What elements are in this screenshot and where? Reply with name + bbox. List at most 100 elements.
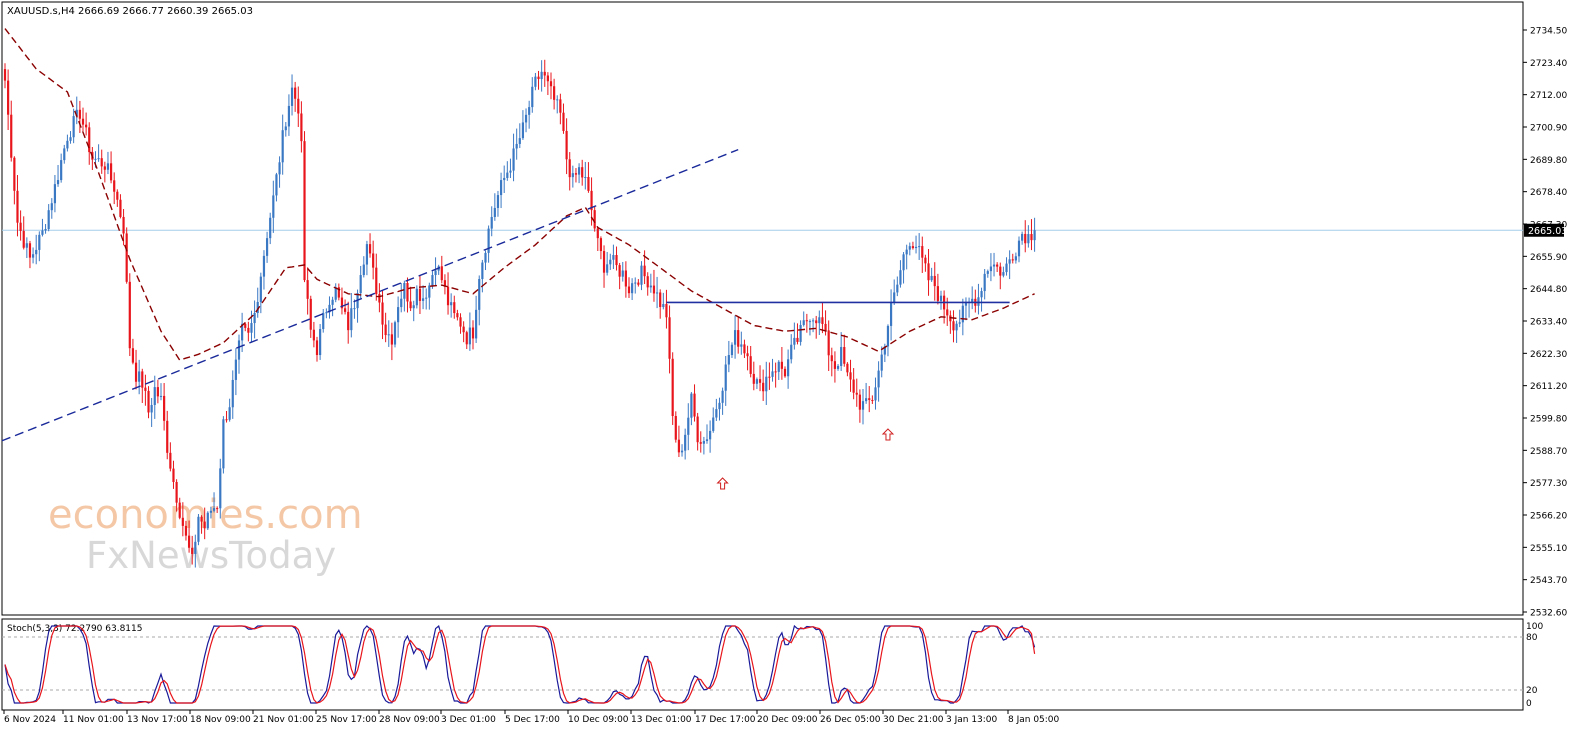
candle-body bbox=[1027, 234, 1030, 244]
candle-body bbox=[234, 359, 237, 380]
candle-body bbox=[924, 257, 927, 264]
candle-body bbox=[41, 230, 44, 235]
candle-body bbox=[465, 332, 468, 345]
time-tick-label: 20 Dec 09:00 bbox=[757, 715, 818, 725]
candle-body bbox=[428, 285, 431, 298]
candle-body bbox=[60, 160, 63, 181]
candle-body bbox=[914, 246, 918, 249]
candle-body bbox=[783, 368, 787, 377]
price-tick-label: 2577.30 bbox=[1530, 479, 1567, 489]
candle-body bbox=[212, 508, 216, 511]
candle-body bbox=[581, 167, 584, 178]
candle-body bbox=[989, 266, 993, 272]
candle-body bbox=[662, 304, 665, 308]
candle-body bbox=[66, 140, 69, 149]
up-arrow-icon bbox=[881, 428, 895, 441]
candle-body bbox=[269, 217, 272, 239]
time-tick-label: 30 Dec 21:00 bbox=[883, 715, 944, 725]
candle-body bbox=[808, 321, 812, 323]
candle-body bbox=[128, 281, 131, 349]
candle-body bbox=[1008, 259, 1011, 264]
candle-body bbox=[730, 344, 734, 356]
candle-body bbox=[618, 265, 621, 277]
candle-body bbox=[758, 379, 762, 383]
candle-body bbox=[577, 167, 581, 175]
stoch-tick-80: 80 bbox=[1526, 633, 1538, 643]
candle-body bbox=[197, 516, 200, 542]
candle-body bbox=[861, 401, 865, 410]
candle-body bbox=[612, 255, 615, 260]
price-tick-label: 2599.80 bbox=[1530, 415, 1567, 425]
candle-body bbox=[97, 158, 100, 160]
candle-body bbox=[88, 127, 91, 153]
candle-body bbox=[85, 124, 88, 128]
candle-body bbox=[655, 292, 659, 294]
watermark-economies: economies.com bbox=[48, 492, 363, 538]
candle-body bbox=[690, 393, 693, 418]
candle-body bbox=[216, 508, 219, 510]
stoch-tick-20: 20 bbox=[1526, 686, 1538, 696]
candle-body bbox=[28, 243, 32, 258]
candle-body bbox=[256, 301, 259, 313]
candle-body bbox=[936, 286, 939, 301]
candle-body bbox=[35, 249, 38, 255]
candle-body bbox=[1024, 233, 1027, 244]
candle-body bbox=[450, 302, 453, 306]
candle-body bbox=[515, 143, 518, 149]
candle-body bbox=[431, 275, 434, 286]
candle-body bbox=[237, 340, 241, 360]
candle-body bbox=[889, 302, 893, 326]
candle-body bbox=[44, 229, 47, 231]
candle-body bbox=[487, 228, 490, 253]
price-tick-label: 2678.40 bbox=[1530, 188, 1567, 198]
price-tick-label: 2532.60 bbox=[1530, 609, 1567, 619]
candle-body bbox=[599, 238, 603, 252]
candle-body bbox=[100, 158, 103, 167]
candle-body bbox=[733, 330, 737, 345]
candle-body bbox=[368, 244, 372, 254]
candle-body bbox=[877, 370, 880, 388]
candle-body bbox=[918, 246, 921, 248]
candle-body bbox=[468, 327, 471, 345]
candle-body bbox=[265, 238, 269, 256]
moving-average-line bbox=[4, 28, 1035, 361]
candle-body bbox=[163, 395, 166, 421]
candle-body bbox=[262, 255, 266, 277]
price-tick-label: 2689.80 bbox=[1530, 156, 1567, 166]
candle-body bbox=[805, 320, 808, 322]
candle-body bbox=[31, 254, 35, 258]
candle-body bbox=[147, 390, 150, 413]
candle-body bbox=[1005, 263, 1008, 273]
candle-body bbox=[777, 361, 780, 372]
candle-body bbox=[294, 87, 297, 99]
candle-body bbox=[337, 287, 340, 298]
candle-body bbox=[300, 113, 303, 142]
candle-body bbox=[677, 439, 681, 453]
candle-body bbox=[652, 285, 656, 294]
stoch-tick-100: 100 bbox=[1526, 622, 1543, 632]
candle-body bbox=[113, 180, 116, 192]
candle-body bbox=[471, 327, 475, 339]
candle-body bbox=[1021, 233, 1024, 241]
price-tick-label: 2611.20 bbox=[1530, 382, 1567, 392]
candle-body bbox=[1011, 259, 1014, 261]
candle-body bbox=[191, 547, 194, 554]
candle-body bbox=[231, 379, 234, 408]
candle-body bbox=[634, 282, 637, 284]
candle-body bbox=[138, 371, 141, 382]
candle-body bbox=[122, 216, 125, 234]
price-tick-label: 2633.40 bbox=[1530, 318, 1567, 328]
candle-body bbox=[883, 346, 886, 355]
candle-body bbox=[930, 275, 933, 281]
candle-body bbox=[556, 99, 559, 101]
candle-body bbox=[78, 109, 81, 119]
candle-body bbox=[384, 324, 387, 336]
candle-body bbox=[334, 287, 337, 300]
up-arrows bbox=[716, 428, 895, 490]
candle-body bbox=[911, 246, 915, 249]
price-tick-label: 2555.10 bbox=[1530, 544, 1567, 554]
candle-body bbox=[712, 417, 715, 431]
candle-body bbox=[643, 265, 646, 277]
candle-body bbox=[478, 279, 481, 310]
candle-body bbox=[615, 255, 618, 266]
